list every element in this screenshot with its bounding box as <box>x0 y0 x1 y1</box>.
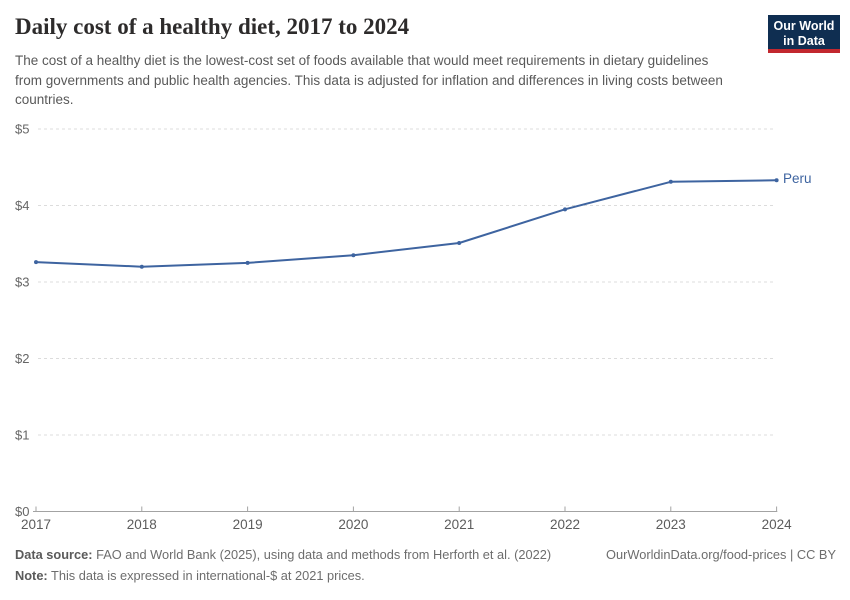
x-axis-tick-label: 2018 <box>127 517 157 532</box>
y-axis-tick-label: $5 <box>15 122 29 137</box>
data-point-2024 <box>774 178 779 183</box>
note-line: Note: This data is expressed in internat… <box>15 567 836 584</box>
data-point-2023 <box>668 179 673 184</box>
x-axis-tick-label: 2022 <box>550 517 580 532</box>
x-axis-tick-label: 2023 <box>656 517 686 532</box>
data-source-text: FAO and World Bank (2025), using data an… <box>96 547 552 562</box>
data-point-2022 <box>563 207 567 212</box>
x-axis-tick-label: 2020 <box>338 517 368 532</box>
data-source-line: Data source: FAO and World Bank (2025), … <box>15 546 551 563</box>
chart-footer: Data source: FAO and World Bank (2025), … <box>15 546 836 584</box>
y-axis-tick-label: $3 <box>15 275 29 290</box>
data-source-label: Data source: <box>15 547 93 562</box>
owid-logo-line2: in Data <box>783 34 825 48</box>
x-axis-tick-label: 2021 <box>444 517 474 532</box>
note-label: Note: <box>15 568 48 583</box>
data-point-2021 <box>457 240 462 245</box>
x-axis-tick-label: 2024 <box>762 517 793 532</box>
owid-logo-line1: Our World <box>773 19 835 33</box>
y-axis-tick-label: $2 <box>15 351 29 366</box>
series-end-label: Peru <box>783 171 812 186</box>
data-point-2017 <box>34 260 38 265</box>
owid-footer-link[interactable]: OurWorldinData.org/food-prices | CC BY <box>606 547 836 562</box>
y-axis-tick-label: $1 <box>15 428 29 443</box>
series-line-peru <box>35 179 778 268</box>
y-axis-tick-label: $4 <box>15 198 29 213</box>
data-point-2019 <box>245 260 250 265</box>
x-axis-tick-label: 2017 <box>21 517 51 532</box>
owid-logo: Our World in Data <box>768 15 840 53</box>
data-point-2020 <box>351 253 356 258</box>
data-point-2018 <box>139 264 144 269</box>
note-text: This data is expressed in international-… <box>51 568 365 583</box>
page-title: Daily cost of a healthy diet, 2017 to 20… <box>15 14 410 39</box>
x-axis-tick-label: 2019 <box>233 517 263 532</box>
chart-subtitle: The cost of a healthy diet is the lowest… <box>15 53 723 107</box>
y-axis-tick-label: $0 <box>15 504 29 519</box>
